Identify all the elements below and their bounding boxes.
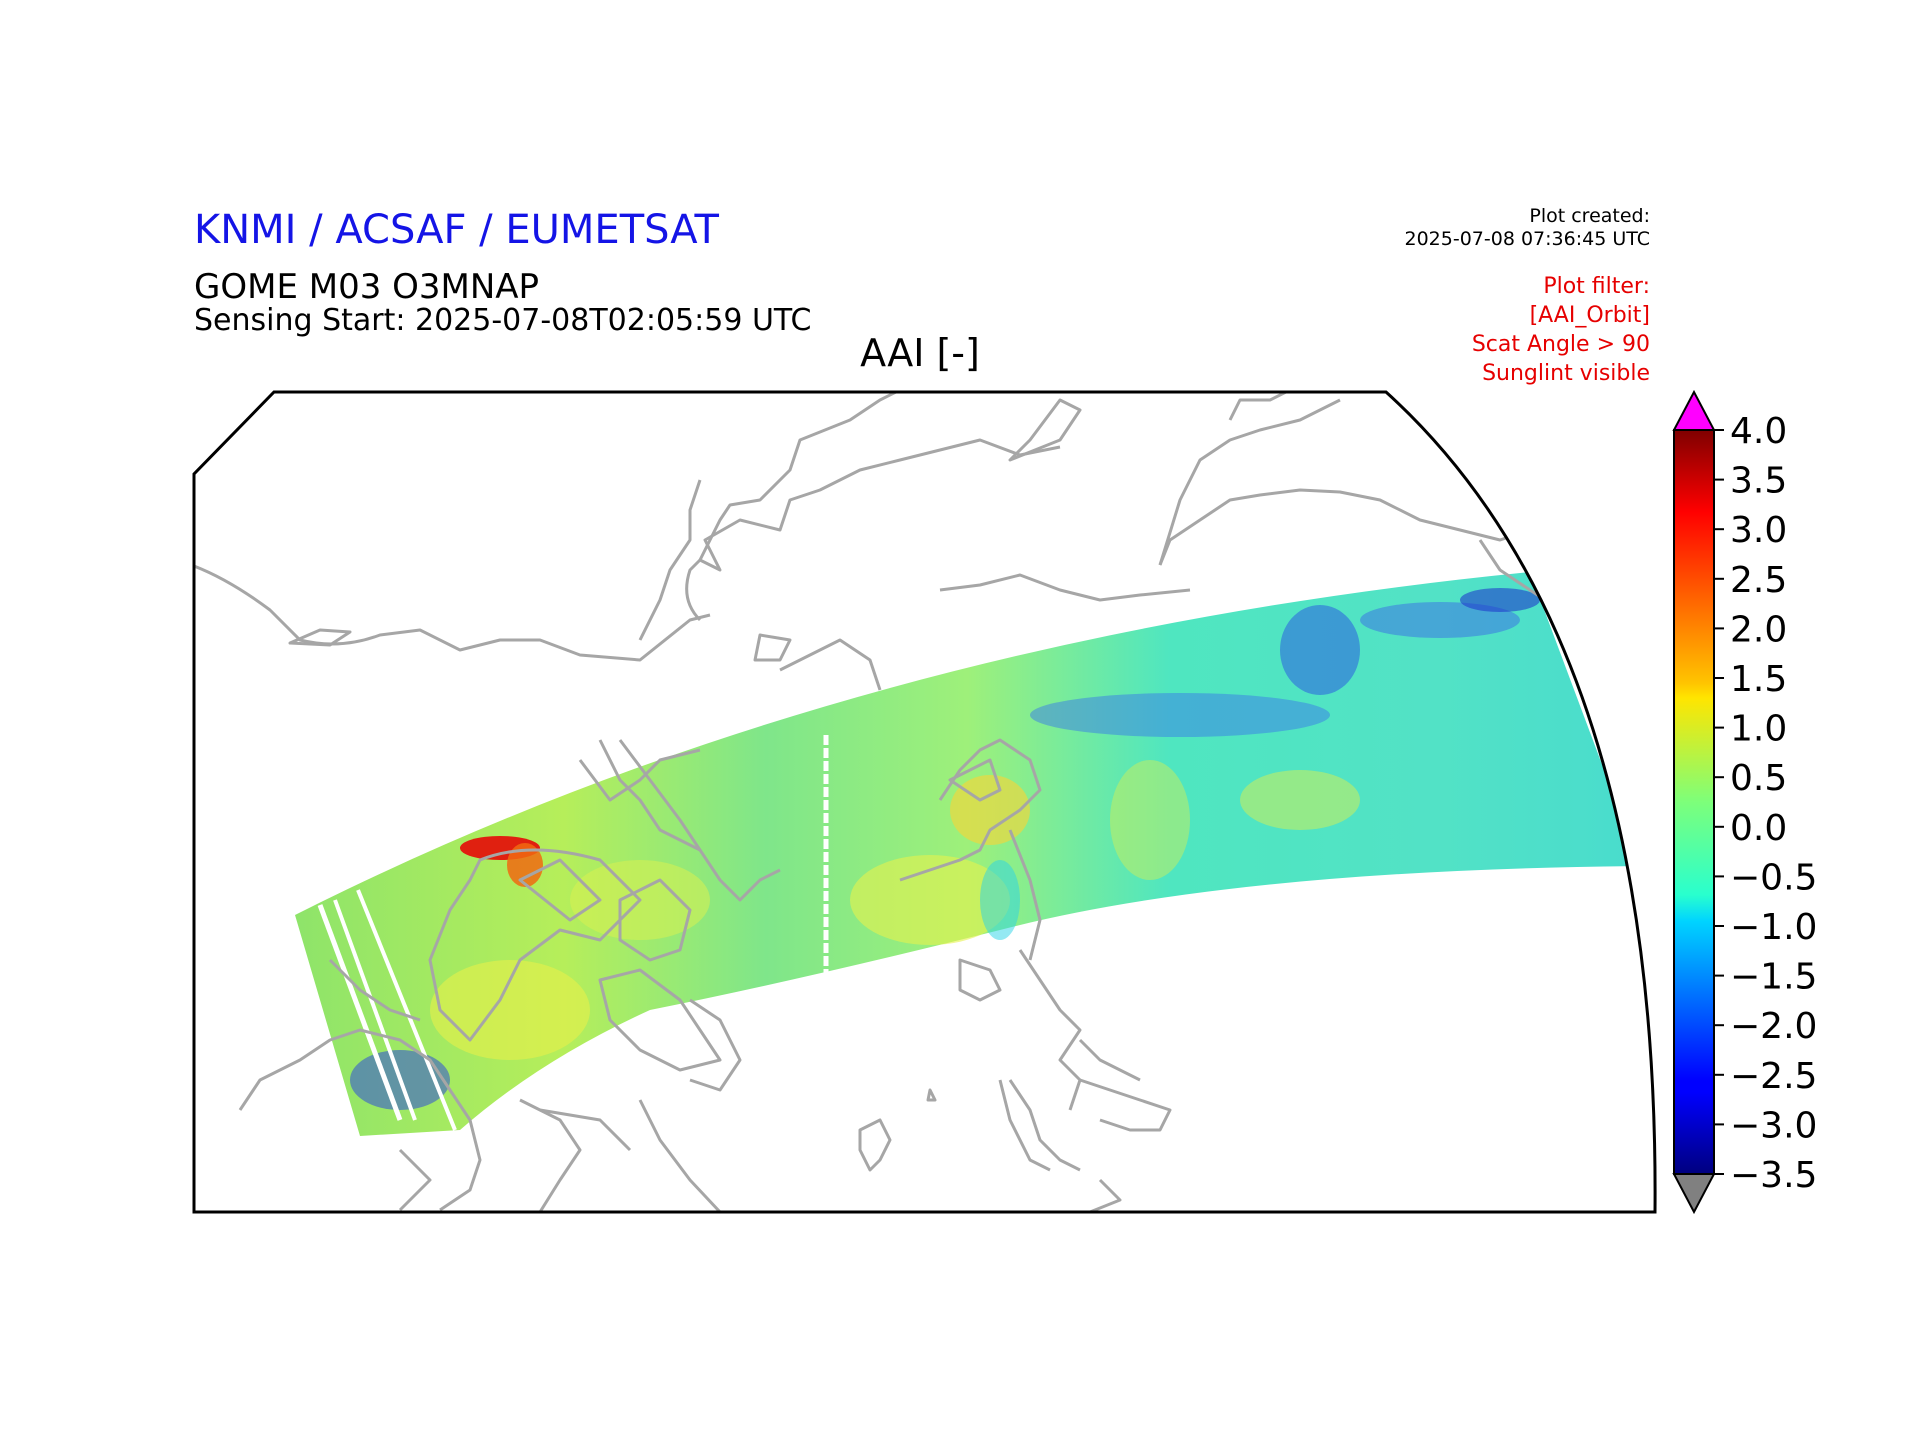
colorbar-tick-label: −3.5 (1730, 1155, 1817, 1196)
colorbar-tick-label: −2.0 (1730, 1006, 1817, 1047)
colorbar-tick-label: −1.0 (1730, 907, 1817, 948)
colorbar-gradient (1673, 429, 1715, 1175)
colorbar-tick-label: 3.0 (1730, 510, 1787, 551)
coastlines (194, 392, 1561, 1212)
map-frame (192, 390, 1657, 1214)
colorbar-tick-label: 4.0 (1730, 411, 1787, 452)
colorbar-tick-label: 1.0 (1730, 709, 1787, 750)
plot-filter-block: Plot filter: [AAI_Orbit] Scat Angle > 90… (1472, 272, 1650, 388)
colorbar: 4.0 3.5 3.0 2.5 2.0 1.5 1.0 0.5 0.0 −0.5 −1.0 −1.5 −… (1672, 389, 1817, 1215)
colorbar-under-triangle (1672, 1173, 1716, 1215)
colorbar-tick-label: −1.5 (1730, 957, 1817, 998)
colorbar-tick-label: 2.0 (1730, 609, 1787, 650)
plot-filter-line: Scat Angle > 90 (1471, 332, 1650, 357)
colorbar-tick-label: 1.5 (1730, 659, 1787, 700)
plot-created-block: Plot created: 2025-07-08 07:36:45 UTC (1405, 205, 1651, 251)
colorbar-tick-label: −3.0 (1730, 1105, 1817, 1146)
colorbar-tick-label: 0.0 (1730, 808, 1787, 849)
plot-created-label: Plot created: (1529, 205, 1650, 227)
colorbar-tick-label: −2.5 (1730, 1056, 1817, 1097)
plot-filter-line: Plot filter: (1543, 274, 1650, 299)
plot-created-timestamp: 2025-07-08 07:36:45 UTC (1404, 228, 1651, 250)
plot-filter-line: [AAI_Orbit] (1529, 303, 1650, 328)
colorbar-tick-label: 0.5 (1730, 758, 1787, 799)
plot-filter-line: Sunglint visible (1482, 361, 1650, 386)
organization-label: KNMI / ACSAF / EUMETSAT (194, 207, 719, 253)
plot-title: AAI [-] (860, 331, 980, 375)
colorbar-tick-label: −0.5 (1730, 857, 1817, 898)
colorbar-tick-label: 3.5 (1730, 461, 1787, 502)
product-label: GOME M03 O3MNAP (194, 267, 540, 307)
colorbar-tick-label: 2.5 (1730, 560, 1787, 601)
sensing-start-label: Sensing Start: 2025-07-08T02:05:59 UTC (194, 303, 812, 338)
colorbar-over-triangle (1672, 389, 1716, 431)
